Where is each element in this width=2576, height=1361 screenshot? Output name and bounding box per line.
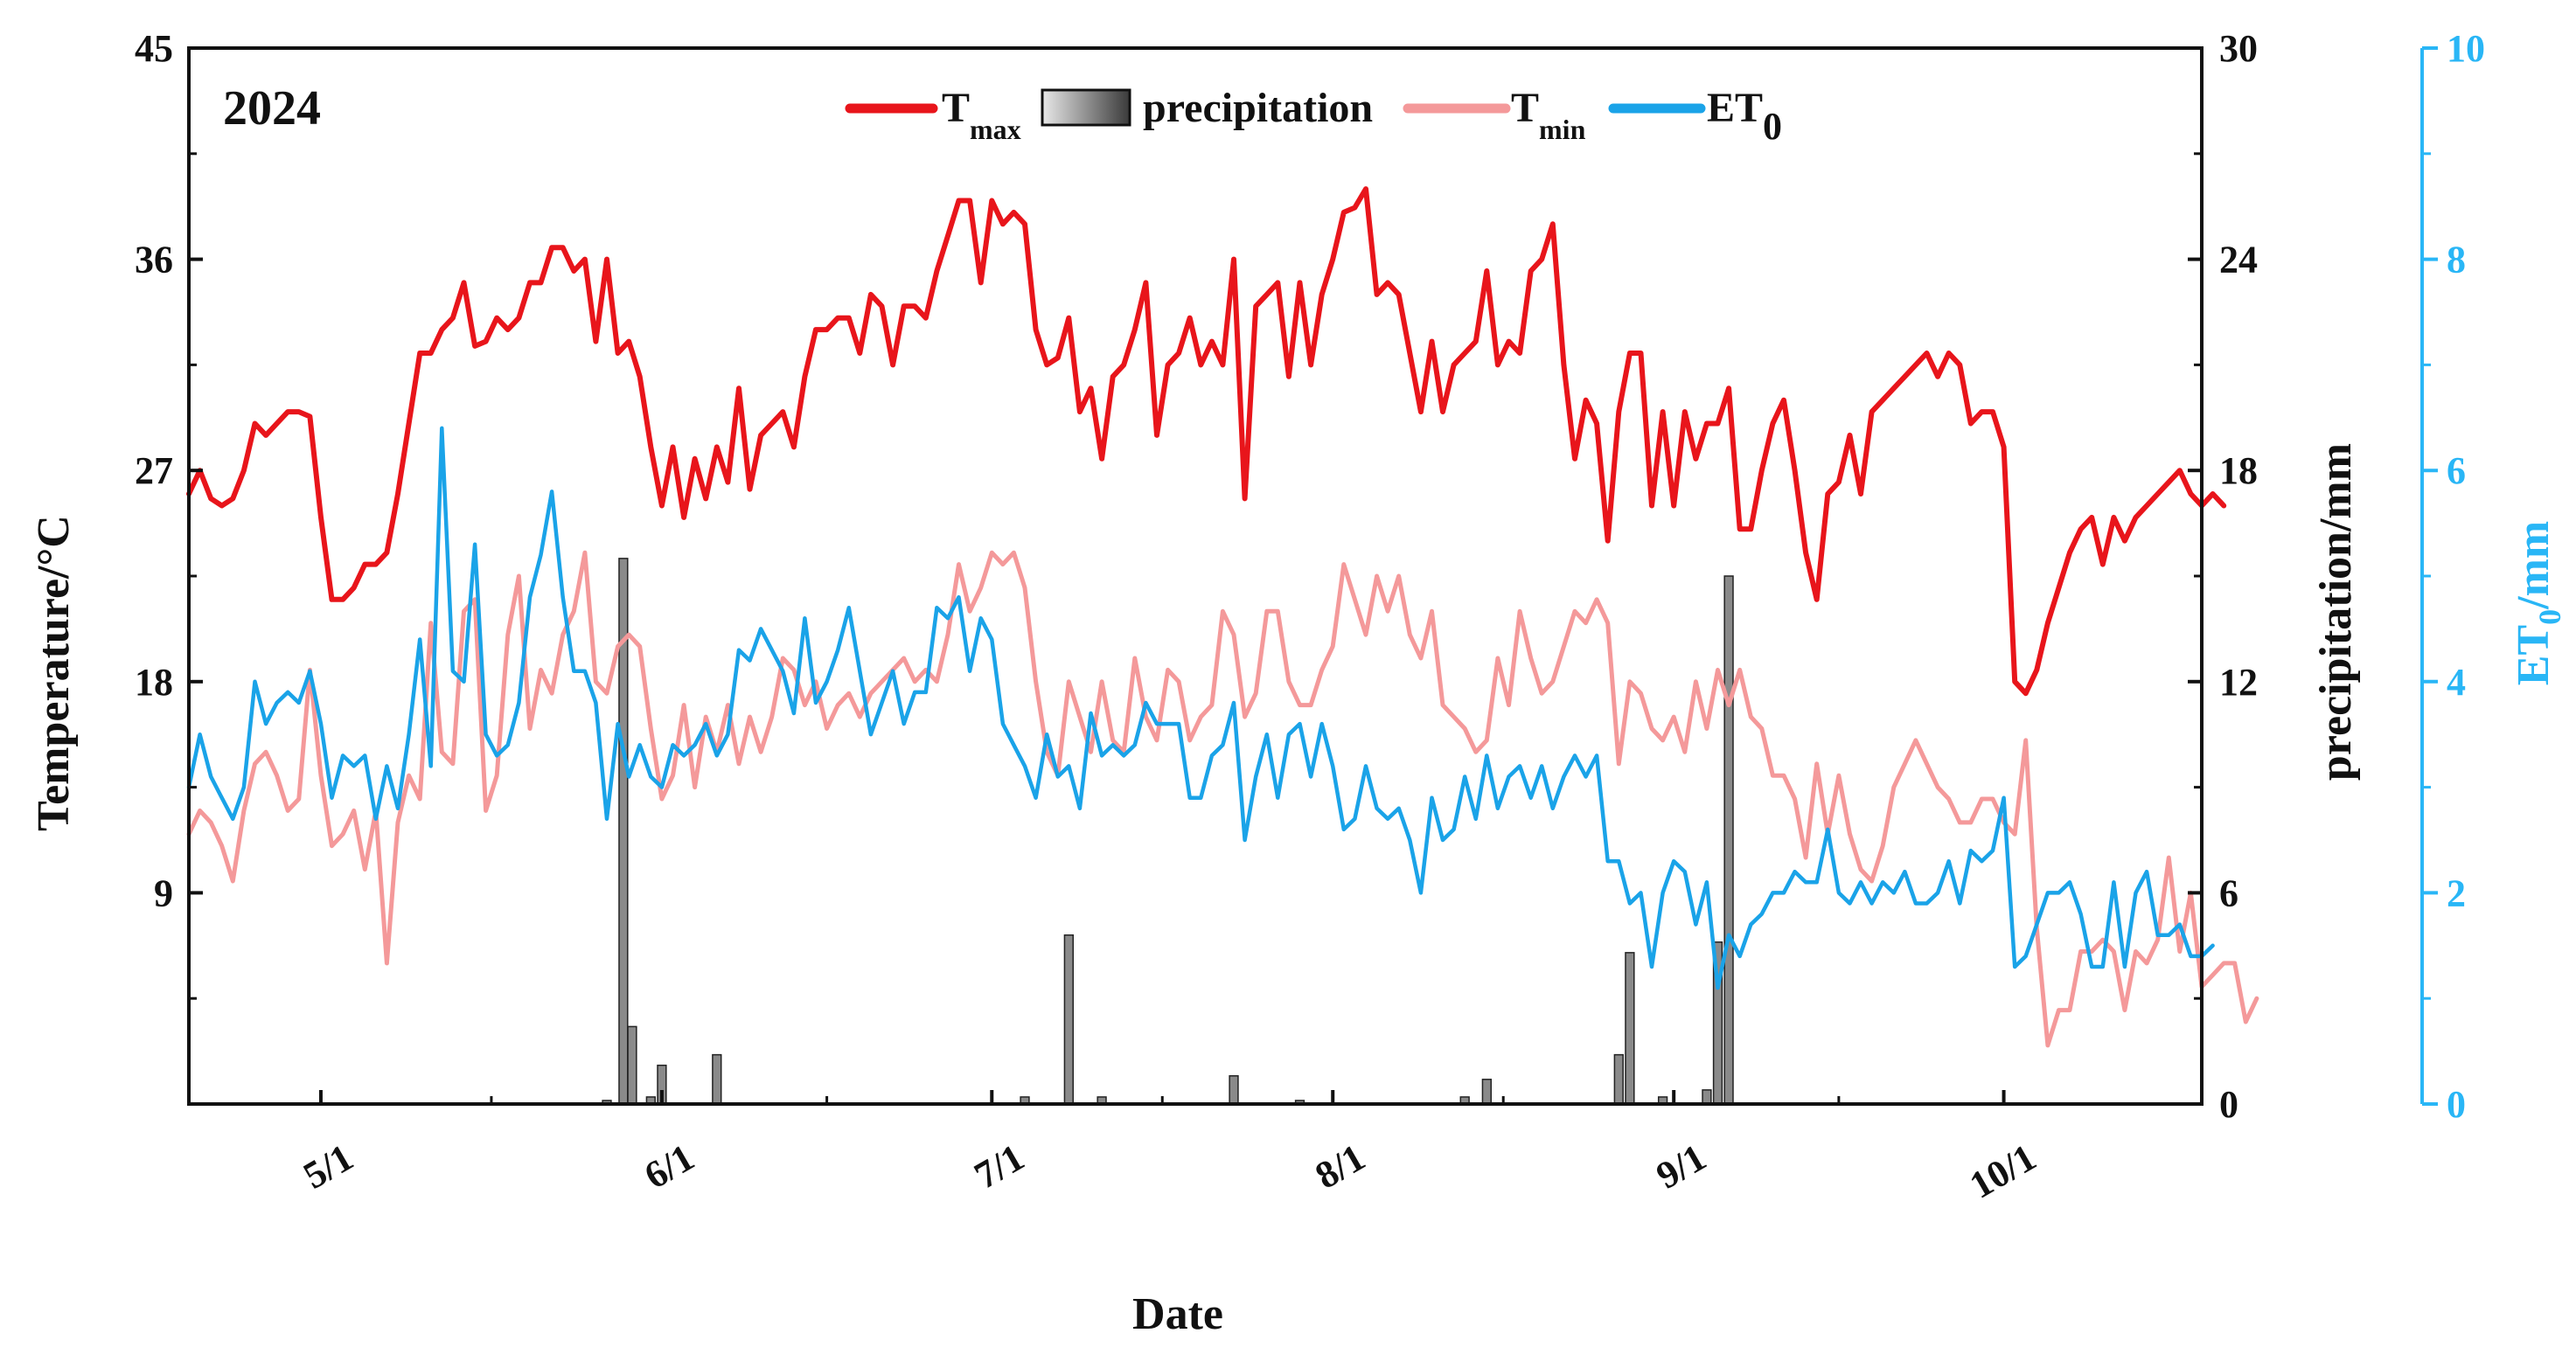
year-label: 2024 <box>223 81 321 135</box>
right-tick-label: 24 <box>2219 239 2258 281</box>
x-tick-label: 10/1 <box>1962 1135 2043 1207</box>
legend-swatch-precipitation <box>1041 88 1131 127</box>
precip-bar-7 <box>1063 934 1074 1105</box>
legend: Tmax precipitation Tmin ET0 <box>845 85 1782 148</box>
left-tick-label: 45 <box>135 27 173 70</box>
right2-tick-label: 4 <box>2447 661 2466 704</box>
x-tick-label: 8/1 <box>1308 1135 1372 1198</box>
x-tick-label: 7/1 <box>967 1135 1031 1198</box>
precip-bar-14 <box>1625 952 1635 1105</box>
precip-bar-5 <box>712 1053 722 1105</box>
series-line-tmax <box>186 186 2227 697</box>
precip-bar-12 <box>1481 1079 1493 1105</box>
series-lines <box>186 186 2259 1048</box>
legend-label-tmax: Tmax <box>942 85 1021 145</box>
right-tick-label: 30 <box>2219 27 2258 70</box>
left-axis-title: Temperature/°C <box>29 515 79 831</box>
right2-tick-label: 8 <box>2447 239 2466 281</box>
right-axis-title: precipitation/mm <box>2311 443 2361 781</box>
precip-bar-13 <box>1613 1053 1624 1105</box>
right2-axis-title: ET0/mm <box>2509 521 2567 685</box>
x-axis: 5/1 6/1 7/1 8/1 9/1 10/1 <box>296 1090 2043 1207</box>
right-tick-label: 18 <box>2219 449 2258 492</box>
series-line-et0 <box>186 426 2215 990</box>
right-axis-precipitation: 0 6 12 18 24 30 <box>2188 27 2258 1126</box>
precip-bar-16 <box>1702 1089 1712 1105</box>
right2-tick-label: 6 <box>2447 449 2466 492</box>
legend-label-et0: ET0 <box>1707 85 1782 148</box>
right2-tick-label: 2 <box>2447 871 2466 914</box>
right-axis-et0: 0 2 4 6 8 10 <box>2420 27 2485 1126</box>
x-axis-title: Date <box>1132 1289 1223 1339</box>
right2-axis-title-main: ET <box>2509 625 2559 685</box>
left-tick-label: 9 <box>154 871 173 914</box>
right-tick-label: 12 <box>2219 661 2258 704</box>
left-axis: 9 18 27 36 45 <box>135 27 203 1000</box>
precip-bar-2 <box>627 1025 637 1105</box>
left-tick-label: 36 <box>135 239 173 281</box>
legend-label-tmin: Tmin <box>1511 85 1586 145</box>
plot-frame <box>187 46 2204 1106</box>
x-tick-label: 5/1 <box>296 1135 360 1198</box>
left-tick-label: 27 <box>135 449 173 492</box>
precip-bar-9 <box>1229 1075 1239 1105</box>
precipitation-bars <box>602 558 1734 1105</box>
x-tick-label: 6/1 <box>637 1135 701 1198</box>
x-tick-label: 9/1 <box>1649 1135 1713 1198</box>
right2-tick-label: 0 <box>2447 1083 2466 1126</box>
legend-label-precip: precipitation <box>1143 85 1373 131</box>
right-tick-label: 6 <box>2219 871 2238 914</box>
right2-axis-title-unit: /mm <box>2509 521 2559 610</box>
precip-bar-18 <box>1723 575 1734 1105</box>
series-line-tmin <box>186 550 2259 1048</box>
right-tick-label: 0 <box>2219 1083 2238 1126</box>
right2-tick-label: 10 <box>2447 27 2485 70</box>
left-tick-label: 18 <box>135 661 173 704</box>
right2-axis-title-sub: 0 <box>2532 609 2567 625</box>
